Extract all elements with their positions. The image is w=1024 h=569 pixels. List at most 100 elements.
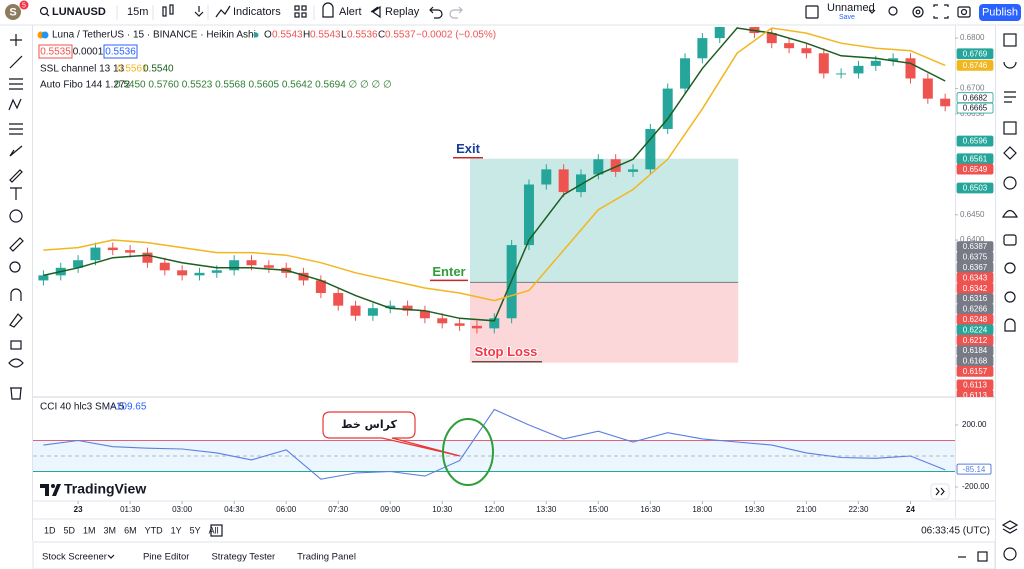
emoji-tool[interactable] [9,209,23,223]
news-icon[interactable] [1004,91,1016,103]
callout-text: کراس خط [341,418,397,431]
candle-body [714,27,725,39]
broadcast-icon[interactable] [1004,291,1016,303]
interval[interactable]: 15m [127,6,148,18]
candle-body [402,305,413,311]
candle-body [246,260,257,266]
range-button[interactable]: 6M [124,525,137,535]
save-label[interactable]: Save [839,14,855,21]
x-tick-label: 18:00 [692,505,713,514]
candle-body [888,58,899,61]
pen-tool[interactable] [9,169,23,183]
calendar-icon[interactable] [1003,121,1017,135]
replay-button[interactable]: Replay [385,6,420,18]
cci-tag-label: -85.14 [963,465,986,474]
ask-box[interactable] [103,44,138,59]
ruler-tool[interactable] [9,237,24,252]
range-button[interactable]: 3M [104,525,117,535]
range-button[interactable]: 5D [64,525,76,535]
indicators-button[interactable]: Indicators [233,6,281,18]
goto-date-icon[interactable] [210,524,223,537]
help-icon[interactable] [1003,547,1017,561]
visibility-tool[interactable] [8,358,24,368]
price-tag-label: 0.6248 [963,315,988,324]
lock-drawings-tool[interactable] [9,313,23,328]
layout-name[interactable]: Unnamed [827,2,875,14]
redo-icon [449,6,463,19]
indicator-name: Auto Fibo 144 1.272 [40,80,131,91]
range-button[interactable]: 1Y [171,525,182,535]
lock-tool[interactable] [10,340,22,350]
watchlist-icon[interactable] [1003,33,1017,47]
clock: 06:33:45 (UTC) [921,526,990,537]
maximize-icon[interactable] [977,551,988,562]
pattern-tool[interactable] [8,98,22,111]
candle-body [298,272,309,281]
range-button[interactable]: All [209,525,219,535]
market-status [253,32,259,38]
notifications-icon[interactable] [1004,318,1016,332]
chat-icon[interactable] [1003,234,1017,246]
price-tag [956,163,994,175]
icon-part [294,12,300,18]
y-tick-label: 0.6450 [960,210,985,219]
panel-tab[interactable]: Pine Editor [143,552,189,563]
price-axis: 0.68000.67000.66500.64500.64000.67690.67… [955,33,994,397]
fib-tool[interactable] [9,78,23,90]
alerts-icon[interactable] [1003,61,1017,69]
candle-body [558,169,569,193]
alert-button[interactable]: Alert [339,6,362,18]
bid-box[interactable] [38,44,73,59]
candle-body [90,247,101,261]
layouts-icon[interactable] [294,5,307,18]
avatar-letter: S [9,6,16,18]
streams-icon[interactable] [1003,176,1017,190]
publish-button[interactable] [979,4,1021,21]
range-button[interactable]: 1D [44,525,56,535]
range-button[interactable]: YTD [145,525,164,535]
panel-tab[interactable]: Trading Panel [297,552,356,563]
ideas-icon[interactable] [1003,146,1017,160]
avatar[interactable] [5,4,21,20]
x-tick-label: 03:00 [172,505,193,514]
layout-icon[interactable] [805,5,819,19]
zoom-tool[interactable] [9,261,21,273]
panel-tab[interactable]: Stock Screener [42,552,107,563]
layers-icon[interactable] [1001,520,1019,534]
range-button[interactable]: 1M [83,525,96,535]
text-tool[interactable] [10,187,22,200]
scroll-button[interactable] [930,483,950,500]
candle-body [125,250,136,253]
ssl-line [43,27,946,302]
symbol[interactable]: LUNAUSD [52,6,106,18]
candle-body [784,43,795,49]
price-tag-label: 0.6682 [963,93,988,102]
candle-body [194,272,205,276]
magnet-tool[interactable] [10,288,22,301]
snapshot-icon[interactable] [957,6,971,18]
legend-label: C [378,30,385,41]
prediction-tool[interactable] [9,123,23,135]
fullscreen-icon[interactable] [933,4,949,19]
crosshair-tool[interactable] [10,34,22,46]
chart-type-icon[interactable] [162,4,174,17]
idea-icon[interactable] [1004,262,1016,274]
candle-body [922,78,933,99]
icon-part [169,4,174,15]
trendline-tool[interactable] [9,55,23,69]
legend-label: O [264,30,272,41]
quick-search-icon[interactable] [888,6,898,16]
cloud-icon[interactable] [1001,209,1019,218]
x-tick-label: 19:30 [744,505,765,514]
brush-tool[interactable] [9,145,23,157]
range-button[interactable]: 5Y [190,525,201,535]
candle-body [471,325,482,329]
y-tick-label: 0.6800 [960,33,985,42]
panel-tab[interactable]: Strategy Tester [211,552,275,563]
price-tag [956,48,994,60]
trash-tool[interactable] [10,387,22,400]
settings-icon[interactable] [912,6,924,18]
search-icon [46,13,50,17]
candle-body [419,310,430,319]
undo-icon[interactable] [429,6,443,19]
